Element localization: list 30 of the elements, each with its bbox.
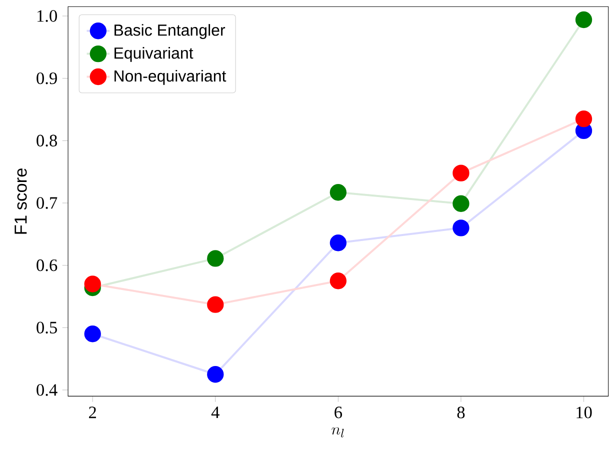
point [84, 326, 101, 342]
point [575, 12, 592, 28]
y-tick-label: 1.0 [37, 10, 57, 22]
point [452, 220, 470, 236]
legend-label: Equivariant [114, 47, 194, 62]
point [452, 164, 470, 182]
y-axis-title: F1 score [14, 168, 27, 234]
x-tick-label: 4 [211, 406, 220, 418]
point [575, 110, 592, 128]
y-tick-label: 0.7 [36, 197, 58, 210]
x-tick-label: 10 [576, 406, 592, 419]
y-tick-label: 0.8 [36, 134, 57, 147]
point [207, 366, 224, 383]
y-tick-label: 0.5 [36, 322, 57, 334]
x-axis-title: $n_l$ [332, 428, 344, 438]
point [207, 250, 224, 268]
point [330, 234, 347, 252]
legend-label: Basic Entangler [114, 24, 226, 40]
point [452, 195, 470, 212]
y-tick-label: 0.4 [36, 384, 58, 396]
point [207, 296, 224, 314]
y-tick-label: 0.9 [36, 72, 57, 84]
x-tick-label: 8 [457, 406, 465, 419]
point [330, 272, 347, 290]
y-tick-label: 0.6 [36, 260, 58, 272]
x-tick-label: 6 [334, 406, 342, 418]
point [84, 276, 101, 293]
x-tick-label: 2 [89, 406, 96, 418]
point [330, 184, 347, 201]
legend-label: Non-equivariant [114, 70, 226, 86]
